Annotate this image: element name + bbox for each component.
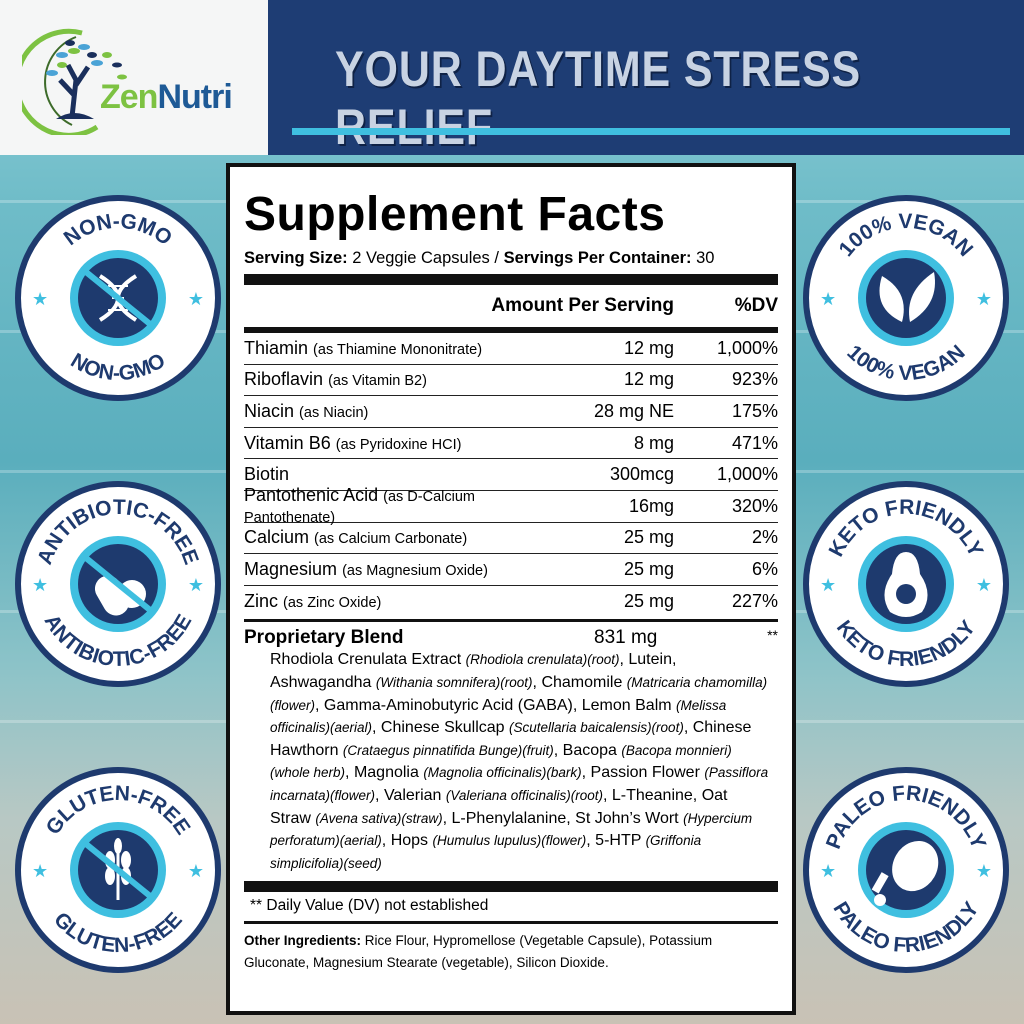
- leaves-icon: [879, 272, 935, 322]
- facts-title: Supplement Facts: [244, 188, 666, 241]
- supplement-facts-panel: Supplement Facts Serving Size: 2 Veggie …: [226, 163, 796, 1015]
- nutrient-row: Biotin 300mcg 1,000%: [244, 459, 778, 491]
- nutrient-row: Riboflavin (as Vitamin B2) 12 mg 923%: [244, 365, 778, 397]
- svg-text:★: ★: [32, 861, 48, 881]
- svg-text:★: ★: [976, 289, 992, 309]
- nutrient-row: Thiamin (as Thiamine Mononitrate) 12 mg 1,…: [244, 333, 778, 365]
- other-ingredients: Other Ingredients: Rice Flour, Hypromell…: [244, 933, 713, 971]
- page-title: YOUR DAYTIME STRESS RELIEF: [335, 41, 862, 155]
- column-header: Amount Per Serving %DV: [491, 295, 778, 316]
- avocado-icon: [884, 552, 928, 617]
- nutrient-row: Zinc (as Zinc Oxide) 25 mg 227%: [244, 591, 778, 612]
- badge-paleo-friendly: PALEO FRIENDLY PALEO FRIENDLY ★ ★: [803, 767, 1009, 973]
- pills-crossed-icon: [84, 555, 152, 616]
- dv-note: ** Daily Value (DV) not established: [250, 897, 489, 915]
- logo-area: ZenNutri: [0, 0, 268, 155]
- svg-text:★: ★: [820, 575, 836, 595]
- svg-text:★: ★: [32, 575, 48, 595]
- svg-text:★: ★: [32, 289, 48, 309]
- svg-text:★: ★: [976, 575, 992, 595]
- proprietary-blend-row: Proprietary Blend 831 mg **: [244, 627, 778, 649]
- svg-text:★: ★: [188, 289, 204, 309]
- badge-gluten-free: GLUTEN-FREE GLUTEN-FREE ★ ★: [15, 767, 221, 973]
- badge-antibiotic-free: ANTIBIOTIC-FREE ANTIBIOTIC-FREE ★ ★: [15, 481, 221, 687]
- wheat-crossed-icon: [84, 838, 152, 900]
- tree-logo-icon: [22, 28, 127, 135]
- nutrient-row: Niacin (as Niacin) 28 mg NE 175%: [244, 396, 778, 428]
- nutrient-row: Calcium (as Calcium Carbonate) 25 mg 2%: [244, 523, 778, 555]
- dna-crossed-icon: [84, 269, 152, 327]
- nutrient-row: Pantothenic Acid (as D-Calcium Pantothen…: [244, 485, 778, 527]
- serving-info: Serving Size: 2 Veggie Capsules / Servin…: [244, 249, 715, 267]
- svg-text:★: ★: [820, 861, 836, 881]
- brand-name: ZenNutri: [100, 78, 233, 116]
- title-underline: [292, 128, 1010, 135]
- badge-100-vegan: 100% VEGAN 100% VEGAN ★ ★: [803, 195, 1009, 401]
- svg-text:★: ★: [976, 861, 992, 881]
- blend-ingredients: Rhodiola Crenulata Extract (Rhodiola cre…: [270, 651, 769, 871]
- badge-keto-friendly: KETO FRIENDLY KETO FRIENDLY ★ ★: [803, 481, 1009, 687]
- svg-text:★: ★: [820, 289, 836, 309]
- svg-text:★: ★: [188, 861, 204, 881]
- badge-non-gmo: NON-GMO NON-GMO ★ ★: [15, 195, 221, 401]
- svg-text:★: ★: [188, 575, 204, 595]
- nutrient-row: Vitamin B6 (as Pyridoxine HCI) 8 mg 471%: [244, 428, 778, 460]
- nutrient-row: Magnesium (as Magnesium Oxide) 25 mg 6%: [244, 554, 778, 586]
- drumstick-icon: [871, 841, 939, 906]
